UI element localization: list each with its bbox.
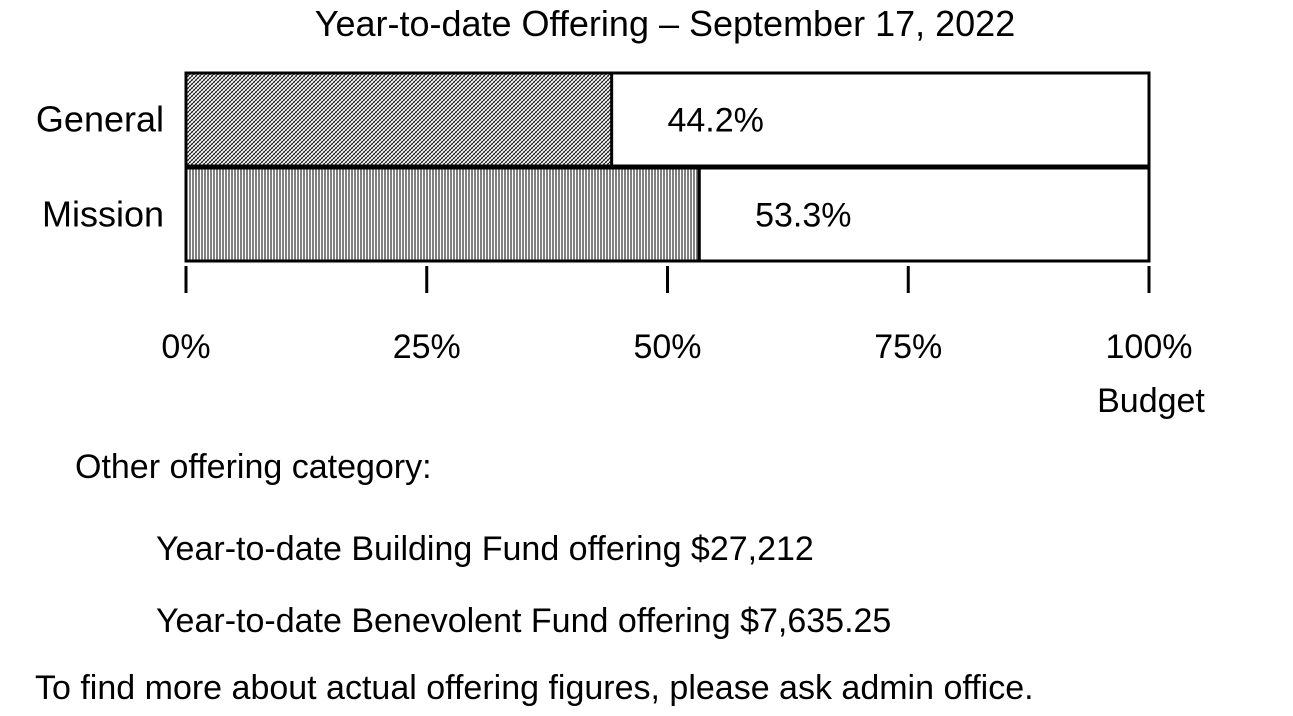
- x-tick-label-25: 25%: [393, 328, 461, 366]
- category-label-mission: Mission: [42, 194, 164, 235]
- chart-title: Year-to-date Offering – September 17, 20…: [315, 3, 1015, 44]
- value-label-general: 44.2%: [667, 102, 763, 140]
- x-tick-label-100: 100%: [1106, 328, 1193, 366]
- building-fund-text: Year-to-date Building Fund offering $27,…: [156, 530, 814, 568]
- x-tick-label-50: 50%: [633, 328, 701, 366]
- offering-chart: Year-to-date Offering – September 17, 20…: [36, 3, 1206, 420]
- benevolent-fund-text: Year-to-date Benevolent Fund offering $7…: [156, 602, 892, 640]
- bars-layer: General 44.2% Mission 53.3%: [36, 71, 1151, 263]
- x-axis-label: Budget: [1097, 382, 1205, 420]
- category-label-general: General: [36, 99, 164, 140]
- bar-general: [184, 71, 614, 168]
- bar-mission: [184, 166, 701, 263]
- value-label-mission: 53.3%: [755, 197, 851, 235]
- x-tick-label-0: 0%: [161, 328, 210, 366]
- x-axis: 0% 25% 50% 75% 100%: [161, 266, 1192, 366]
- other-category-heading: Other offering category:: [75, 448, 432, 486]
- contact-admin-text: To find more about actual offering figur…: [35, 669, 1034, 707]
- x-tick-label-75: 75%: [874, 328, 942, 366]
